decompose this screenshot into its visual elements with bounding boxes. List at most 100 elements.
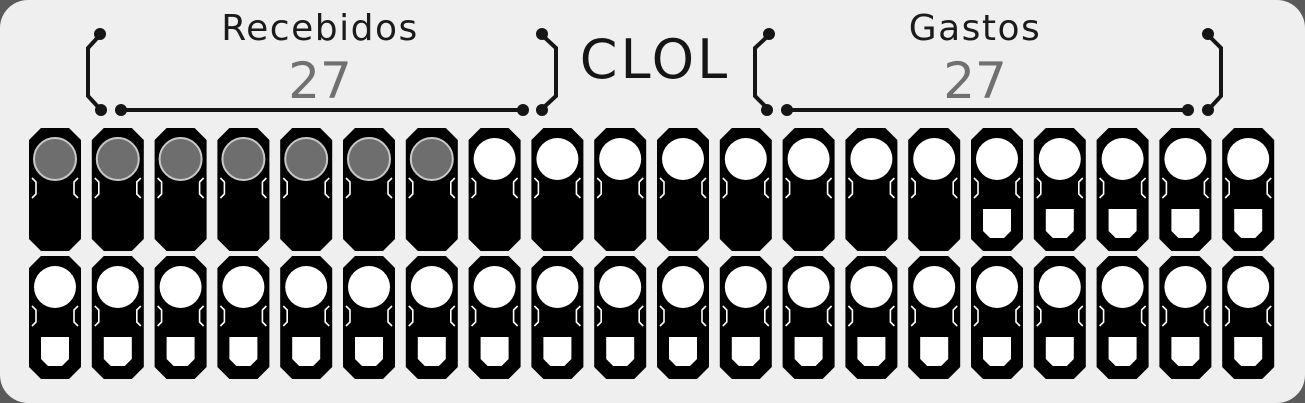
token-cell[interactable] [845, 128, 898, 251]
token-cell[interactable] [217, 128, 270, 251]
token-cell[interactable] [280, 128, 333, 251]
empty-token [348, 266, 390, 308]
empty-token [1101, 266, 1144, 308]
token-slot [606, 337, 635, 366]
token-slot [920, 337, 949, 366]
token-cell[interactable] [405, 256, 458, 379]
token-cell-notch [847, 305, 895, 327]
token-cell[interactable] [405, 128, 458, 251]
token-cell-notch [1036, 177, 1084, 199]
token-slot [417, 337, 446, 366]
empty-token [976, 138, 1018, 180]
received-label: Recebidos [221, 8, 419, 49]
token-cell-notch [408, 177, 456, 199]
token-cell[interactable] [719, 128, 772, 251]
empty-token [96, 266, 139, 308]
token-cell-notch [533, 177, 581, 199]
token-cell[interactable] [1096, 128, 1149, 251]
token-cell[interactable] [782, 256, 835, 379]
token-cell[interactable] [719, 256, 772, 379]
token-cell[interactable] [1222, 256, 1275, 379]
token-cell[interactable] [657, 128, 709, 251]
token-cell-notch [157, 177, 205, 199]
empty-token [1164, 266, 1207, 308]
token-cell-notch [471, 177, 519, 199]
token-cell[interactable] [1033, 128, 1086, 251]
token-slot [983, 209, 1011, 238]
empty-token [1227, 266, 1270, 308]
empty-token [536, 138, 579, 180]
spent-label: Gastos [908, 8, 1042, 49]
token-slot [983, 337, 1011, 366]
token-cell[interactable] [531, 256, 584, 379]
token-cell[interactable] [91, 128, 144, 251]
token-cell[interactable] [657, 256, 709, 379]
token-cell[interactable] [594, 128, 647, 251]
token-cell[interactable] [217, 256, 270, 379]
token-cell[interactable] [91, 256, 144, 379]
token-cell[interactable] [1222, 128, 1275, 251]
token-cell[interactable] [1096, 256, 1149, 379]
token-cell-notch [31, 177, 79, 199]
token-cell[interactable] [29, 128, 81, 251]
token-cell-notch [847, 177, 895, 199]
token-slot [543, 337, 572, 366]
token-cell[interactable] [343, 128, 395, 251]
token-cell-notch [345, 305, 393, 327]
token-cell[interactable] [594, 256, 647, 379]
empty-token [222, 266, 265, 308]
empty-token [913, 266, 956, 308]
empty-token [1164, 138, 1207, 180]
token-cell-notch [1224, 177, 1272, 199]
token-cell-notch [219, 305, 267, 327]
token-cell[interactable] [154, 256, 207, 379]
token-slot [1045, 337, 1074, 366]
empty-token [913, 138, 956, 180]
filled-token [409, 137, 454, 181]
token-cell[interactable] [845, 256, 898, 379]
empty-token [473, 138, 516, 180]
token-cell[interactable] [908, 256, 961, 379]
token-slot [229, 337, 258, 366]
empty-token [34, 266, 76, 308]
token-slot [794, 337, 823, 366]
token-cell[interactable] [1159, 128, 1212, 251]
token-cell[interactable] [1159, 256, 1212, 379]
token-cell-notch [219, 177, 267, 199]
token-cell[interactable] [468, 256, 521, 379]
received-right-bracket [540, 33, 558, 111]
token-slot [857, 337, 886, 366]
empty-token [1038, 138, 1081, 180]
token-cell[interactable] [343, 256, 395, 379]
token-cell-notch [282, 305, 330, 327]
token-cell-notch [408, 305, 456, 327]
token-cell-notch [1224, 305, 1272, 327]
token-cell[interactable] [531, 128, 584, 251]
filled-token [284, 137, 329, 181]
token-cell-notch [596, 177, 644, 199]
token-cell[interactable] [971, 256, 1023, 379]
token-cell[interactable] [1033, 256, 1086, 379]
empty-token [850, 266, 893, 308]
spent-value: 27 [943, 52, 1007, 110]
token-cell[interactable] [154, 128, 207, 251]
token-cell-notch [1161, 177, 1209, 199]
token-cell[interactable] [280, 256, 333, 379]
empty-token [285, 266, 328, 308]
empty-token [1038, 266, 1081, 308]
token-cell-notch [31, 305, 79, 327]
token-cell[interactable] [29, 256, 81, 379]
spent-left-bracket [753, 33, 771, 111]
token-cell[interactable] [468, 128, 521, 251]
token-cell[interactable] [908, 128, 961, 251]
token-cell[interactable] [782, 128, 835, 251]
token-slot [1234, 337, 1263, 366]
filled-token [95, 137, 140, 181]
token-slot [669, 337, 697, 366]
received-left-bracket [86, 33, 102, 111]
token-slot [480, 337, 509, 366]
token-cell[interactable] [971, 128, 1023, 251]
